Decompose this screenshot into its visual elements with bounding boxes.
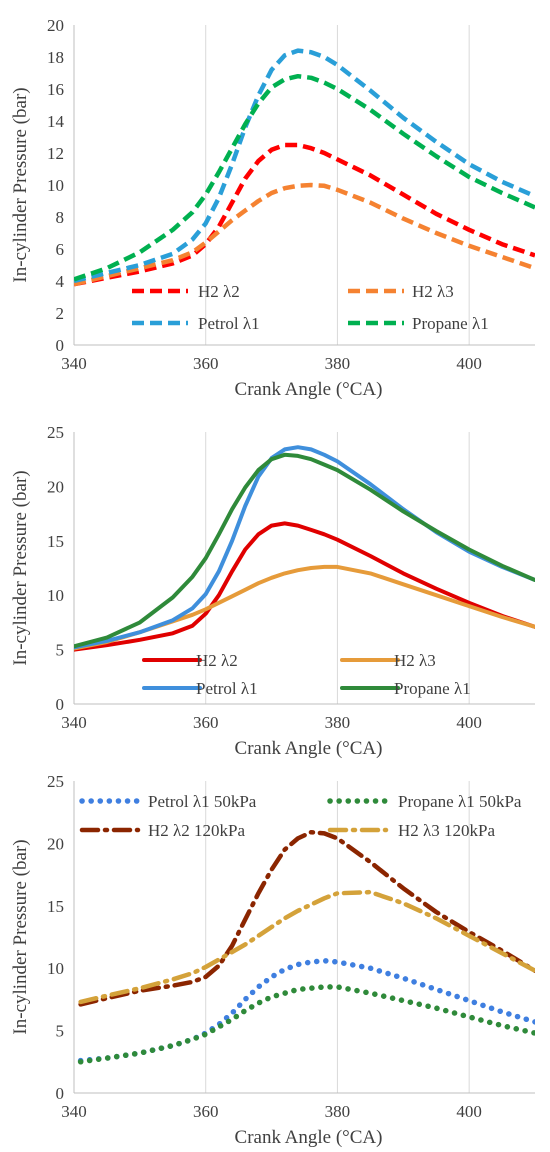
- legend-label: H2 λ2: [198, 282, 240, 301]
- y-tick-label: 0: [56, 336, 65, 355]
- series-line-3: [78, 829, 535, 1007]
- legend-label: H2 λ3: [394, 651, 436, 670]
- x-tick-label: 360: [193, 1102, 219, 1121]
- legend-label: Petrol λ1 50kPa: [148, 792, 257, 811]
- y-tick-label: 14: [47, 112, 65, 131]
- y-tick-label: 25: [47, 772, 64, 791]
- y-tick-label: 16: [47, 80, 64, 99]
- y-tick-label: 5: [56, 1022, 65, 1041]
- legend-label: Propane λ1 50kPa: [398, 792, 522, 811]
- x-tick-label: 400: [456, 713, 482, 732]
- x-axis-title: Crank Angle (°CA): [235, 379, 383, 400]
- x-tick-label: 340: [61, 713, 87, 732]
- series-line-2: [74, 564, 535, 651]
- y-tick-label: 20: [47, 16, 64, 35]
- legend-label: Petrol λ1: [198, 314, 260, 333]
- x-tick-label: 400: [456, 1102, 482, 1121]
- legend-label: H2 λ2 120kPa: [148, 821, 245, 840]
- y-axis-title: In-cylinder Pressure (bar): [10, 470, 31, 665]
- series-line-2: [77, 984, 535, 1065]
- y-axis-title: In-cylinder Pressure (bar): [10, 87, 31, 282]
- legend-label: Propane λ1: [412, 314, 489, 333]
- series-line-4: [78, 889, 535, 1005]
- legend-label: H2 λ2: [196, 651, 238, 670]
- legend-label: H2 λ3 120kPa: [398, 821, 495, 840]
- chart-2: 0 5 10 15 20 25 340 360 380 400 Crank Angle (°CA) I…: [10, 423, 535, 759]
- legend-label: Propane λ1: [394, 679, 471, 698]
- x-tick-label: 380: [325, 1102, 351, 1121]
- x-tick-label: 340: [61, 1102, 87, 1121]
- series-line-1: [74, 521, 535, 652]
- y-tick-label: 0: [56, 1084, 65, 1103]
- series-line-1: [74, 142, 535, 287]
- x-tick-label: 380: [325, 354, 351, 373]
- legend-label: H2 λ3: [412, 282, 454, 301]
- y-tick-label: 4: [56, 272, 65, 291]
- y-tick-label: 5: [56, 641, 65, 660]
- x-tick-label: 400: [456, 354, 482, 373]
- series-line-1: [77, 957, 535, 1064]
- y-tick-label: 10: [47, 959, 64, 978]
- y-tick-label: 6: [56, 240, 65, 259]
- series-line-2: [74, 182, 535, 287]
- series-line-3: [74, 48, 535, 284]
- y-tick-label: 2: [56, 304, 65, 323]
- y-axis-title: In-cylinder Pressure (bar): [10, 839, 31, 1034]
- x-tick-label: 360: [193, 354, 219, 373]
- x-axis-title: Crank Angle (°CA): [235, 738, 383, 759]
- x-tick-label: 340: [61, 354, 87, 373]
- y-tick-label: 8: [56, 208, 65, 227]
- y-tick-label: 18: [47, 48, 64, 67]
- y-tick-label: 20: [47, 834, 64, 853]
- series-line-4: [74, 452, 535, 649]
- y-tick-label: 10: [47, 176, 64, 195]
- x-tick-label: 360: [193, 713, 219, 732]
- y-tick-label: 20: [47, 477, 64, 496]
- series-line-4: [74, 73, 535, 282]
- chart-1: 0 2 4 6 8 10 12 14 16 18 20 340 360 380 400 Crank Angle…: [10, 16, 535, 400]
- y-tick-label: 15: [47, 532, 64, 551]
- y-tick-label: 0: [56, 695, 65, 714]
- legend-label: Petrol λ1: [196, 679, 258, 698]
- x-axis-title: Crank Angle (°CA): [235, 1127, 383, 1148]
- x-tick-label: 380: [325, 713, 351, 732]
- y-tick-label: 15: [47, 897, 64, 916]
- y-tick-label: 12: [47, 144, 64, 163]
- y-tick-label: 25: [47, 423, 64, 442]
- y-tick-label: 10: [47, 586, 64, 605]
- chart-3: 0 5 10 15 20 25 340 360 380 400 Crank Angle (°CA) I…: [10, 772, 535, 1148]
